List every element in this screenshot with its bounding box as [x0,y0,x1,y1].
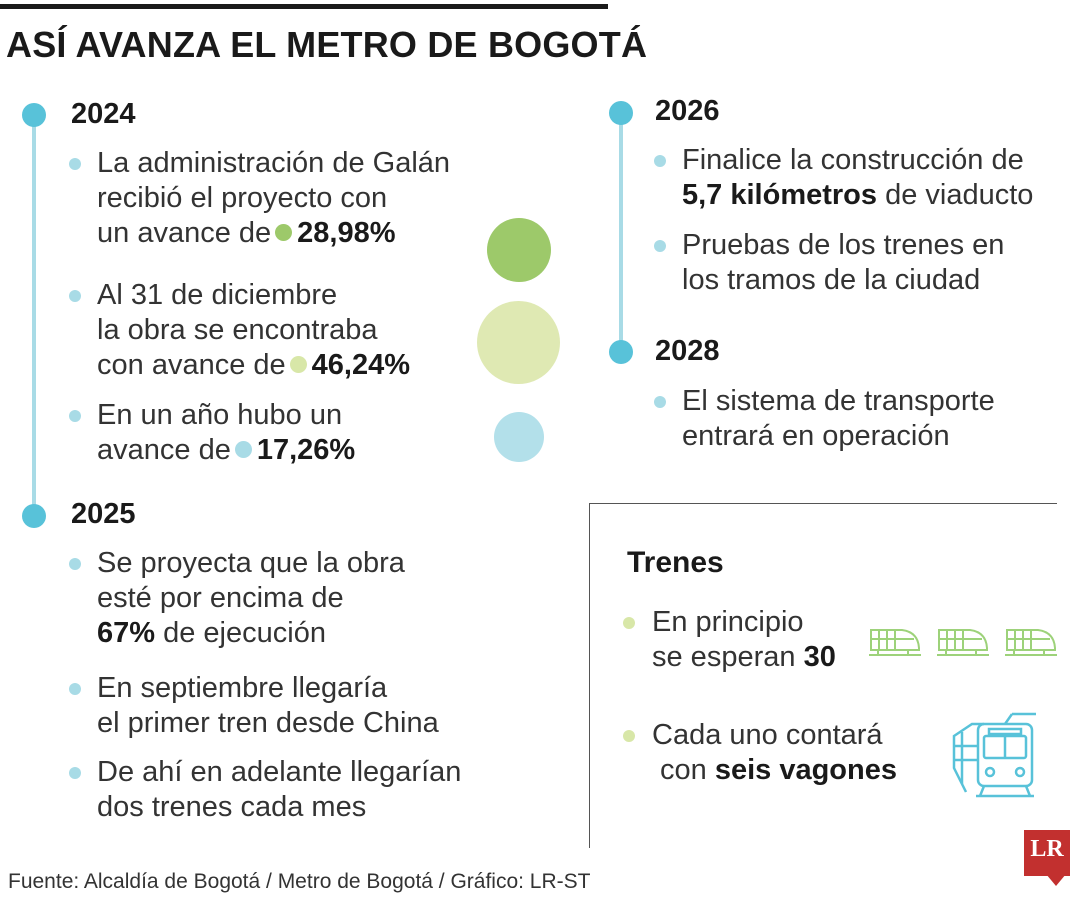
timeline-line-right [619,116,623,352]
bullet [69,683,81,695]
item-2026-construccion: Finalice la construcción de 5,7 kilómetr… [682,144,1034,211]
value-17-26: 17,26% [256,434,356,466]
trenes-item-principio: En principio se esperan 30 [652,606,836,673]
value-28-98: 28,98% [297,217,396,249]
bullet [654,155,666,167]
train-icon [869,629,921,656]
trenes-title: Trenes [627,546,724,579]
item-2024-admin: La administración de Galán recibió el pr… [97,147,451,249]
item-2025-proyecta: Se proyecta que la obra esté por encima … [97,547,405,649]
timeline-dot-2024 [22,103,46,127]
green-dot [275,224,293,241]
top-rule [0,4,608,9]
light-green-dot [289,356,307,373]
bullet [69,558,81,570]
bullet [69,158,81,170]
year-2025: 2025 [71,498,136,530]
timeline-line-left [32,118,36,516]
timeline-dot-2026 [609,101,633,125]
trenes-box-left-border [589,503,590,848]
item-2024-diciembre: Al 31 de diciembre la obra se encontraba… [97,279,411,381]
timeline-dot-2028 [609,340,633,364]
trenes-item-vagones: Cada uno contará con seis vagones [652,719,897,786]
bullet [623,617,635,629]
item-2026-pruebas: Pruebas de los trenes en los tramos de l… [682,229,1005,296]
year-2026: 2026 [655,95,720,127]
bullet [654,240,666,252]
blue-dot [234,441,252,458]
train-icon [1005,629,1057,656]
item-2028-operacion: El sistema de transporte entrará en oper… [682,385,995,452]
timeline-dot-2025 [22,504,46,528]
bullet [654,396,666,408]
value-46-24: 46,24% [311,349,411,381]
metro-car-icon [952,712,1036,798]
source-note: Fuente: Alcaldía de Bogotá / Metro de Bo… [8,870,591,893]
item-2024-anio: En un año hubo un avance de 17,26% [97,399,356,466]
trenes-box-top-border [589,503,1057,504]
lr-logo: LR [1024,830,1070,876]
circle-28-98 [487,218,551,282]
lr-logo-tail [1046,874,1066,886]
page-title: ASÍ AVANZA EL METRO DE BOGOTÁ [6,24,648,65]
bullet [69,767,81,779]
bullet [623,730,635,742]
train-icon [937,629,989,656]
year-2024: 2024 [71,98,136,130]
item-2025-septiembre: En septiembre llegaría el primer tren de… [97,672,439,739]
bullet [69,290,81,302]
circle-46-24 [477,301,560,384]
circle-17-26 [494,412,544,462]
bullet [69,410,81,422]
year-2028: 2028 [655,335,720,367]
item-2025-adelante: De ahí en adelante llegarían dos trenes … [97,756,462,823]
